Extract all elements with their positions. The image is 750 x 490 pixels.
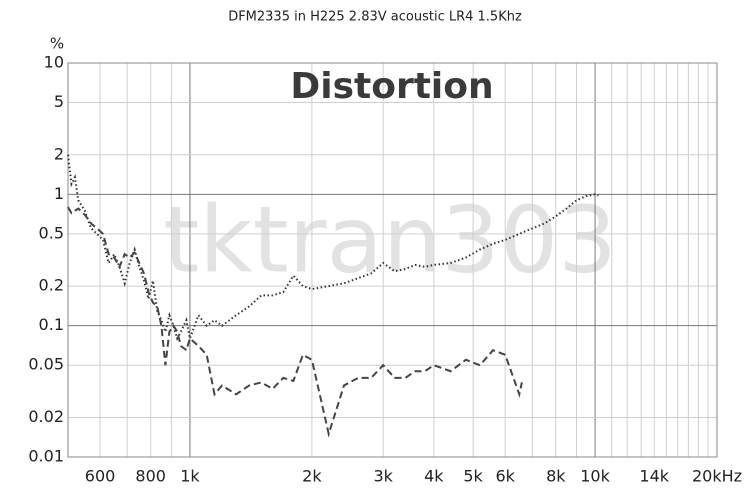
- y-axis-label: %: [50, 35, 64, 53]
- x-tick-label: 800: [135, 467, 166, 486]
- x-tick-label: 2k: [302, 467, 322, 486]
- x-tick-label: 600: [85, 467, 116, 486]
- series-line: [67, 206, 523, 438]
- x-tick-label: 3k: [374, 467, 394, 486]
- y-tick-label: 0.01: [28, 447, 64, 466]
- watermark: tktran303: [163, 186, 617, 293]
- x-tick-label: 4k: [424, 467, 444, 486]
- y-tick-label: 5: [54, 92, 64, 111]
- y-tick-label: 0.05: [28, 355, 64, 374]
- annotation: Distortion: [290, 66, 493, 107]
- x-tick-label: 6k: [495, 467, 515, 486]
- y-tick-label: 0.02: [28, 407, 64, 426]
- plot-frame: [67, 62, 718, 458]
- y-tick-label: 10: [44, 53, 64, 72]
- x-tick-label: 20kHz: [692, 467, 742, 486]
- y-tick-label: 2: [54, 144, 64, 163]
- x-tick-label: 8k: [546, 467, 566, 486]
- y-tick-label: 0.2: [39, 276, 64, 295]
- x-tick-label: 5k: [463, 467, 483, 486]
- x-tick-label: 14k: [639, 467, 669, 486]
- y-tick-label: 0.5: [39, 223, 64, 242]
- x-tick-label: 1k: [180, 467, 200, 486]
- y-tick-label: 0.1: [39, 315, 64, 334]
- chart-title: DFM2335 in H225 2.83V acoustic LR4 1.5Kh…: [228, 10, 522, 25]
- series-line: [67, 154, 599, 343]
- x-tick-label: 10k: [580, 467, 610, 486]
- y-tick-label: 1: [54, 184, 64, 203]
